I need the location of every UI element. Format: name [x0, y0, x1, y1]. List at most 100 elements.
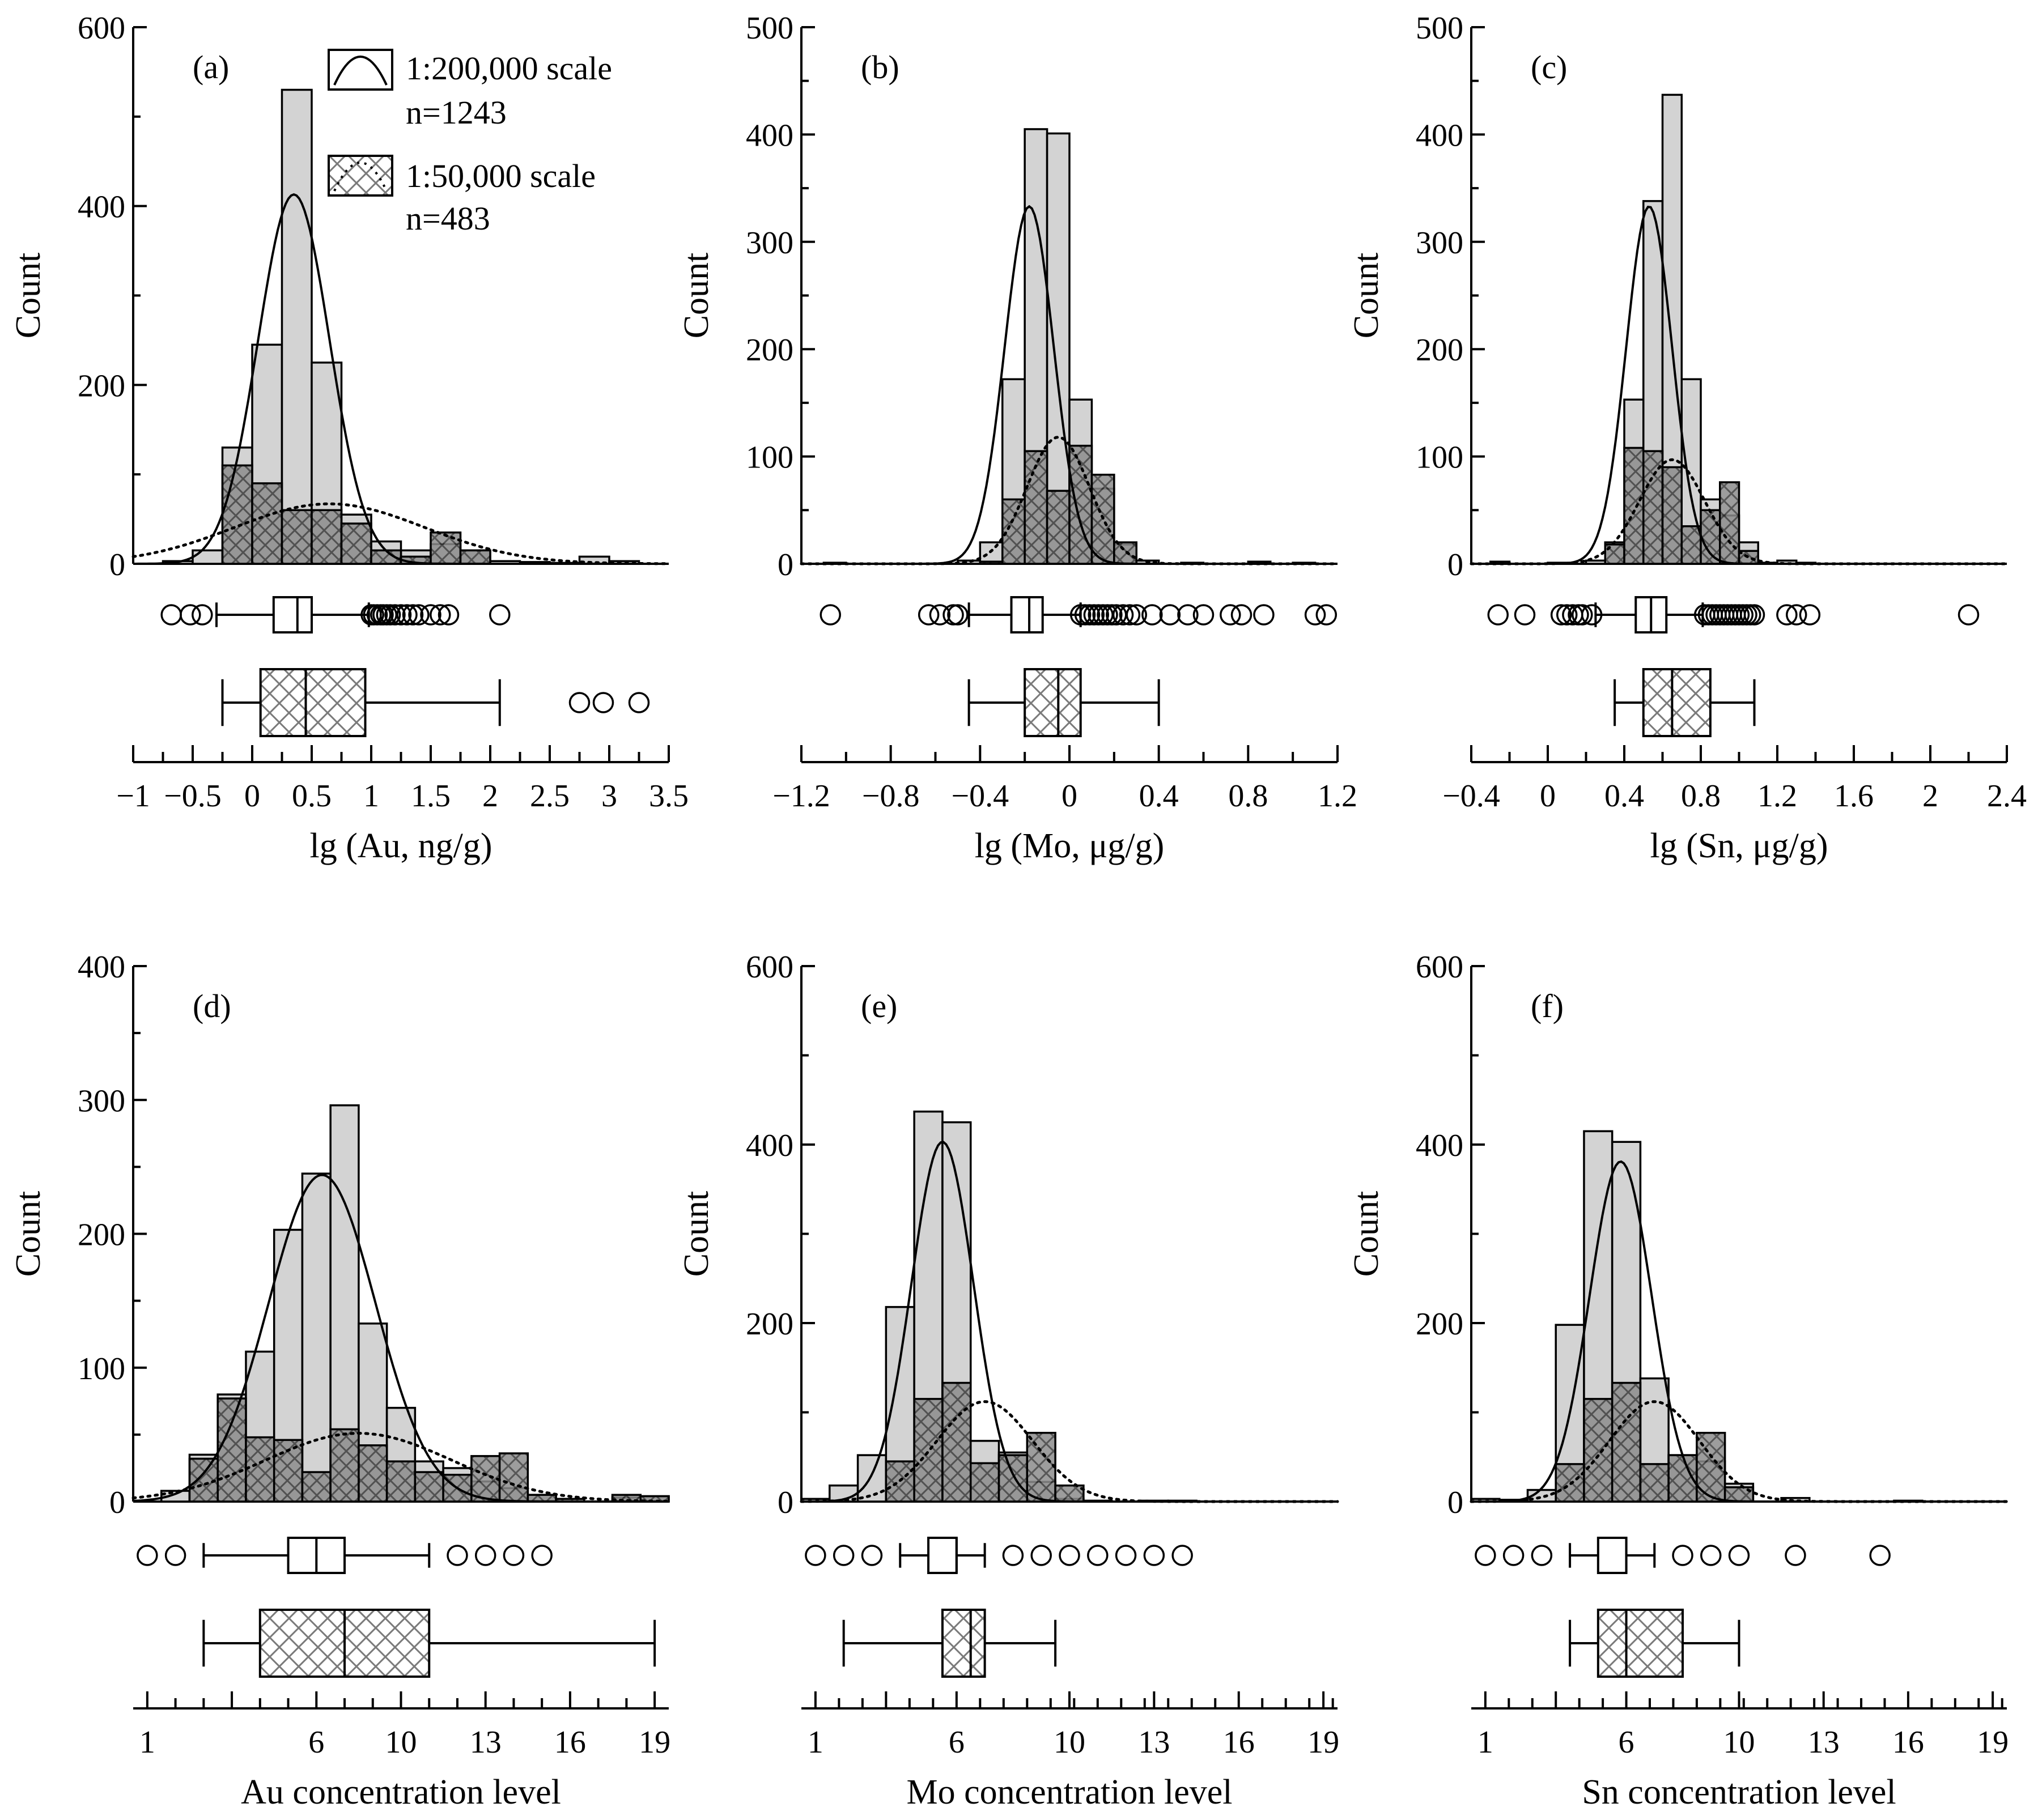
x-tick-label: 13: [1808, 1725, 1840, 1760]
fit-curve-50k: [131, 1432, 670, 1503]
y-tick-label: 300: [746, 226, 793, 261]
box-outlier: [1581, 604, 1603, 626]
box-outlier: [384, 604, 406, 626]
y-tick-label: 200: [78, 368, 125, 403]
box-outlier: [137, 1545, 158, 1566]
x-tick-label: 0: [1540, 779, 1556, 814]
y-tick-label: 200: [1416, 1307, 1463, 1342]
x-tick-label: 0.4: [1604, 779, 1644, 814]
box-outlier: [1728, 1545, 1750, 1566]
boxplot-200k: [160, 596, 511, 633]
x-tick-label: 10: [385, 1725, 417, 1760]
x-tick-label: 0.8: [1228, 779, 1268, 814]
box-outlier: [1112, 604, 1134, 626]
box-outlier: [1143, 1545, 1165, 1566]
y-axis-label: Count: [677, 253, 716, 339]
x-tick-label: 3: [601, 779, 617, 814]
x-tick-label: 6: [308, 1725, 324, 1760]
box-outlier: [1159, 604, 1181, 626]
y-tick-label: 600: [1416, 950, 1463, 985]
chart-panel-2: 0 100 200 300 400 500 Count (b) −1.2 −0.8 −0.4 0 0.4…: [677, 11, 1357, 865]
bar-50k: [498, 1452, 529, 1503]
x-tick-label: 2: [482, 779, 498, 814]
bar-50k: [969, 1462, 1000, 1503]
y-tick-label: 400: [746, 1128, 793, 1163]
bar-50k: [997, 1454, 1029, 1503]
bar-50k: [251, 482, 283, 565]
legend-n-50k: n=483: [406, 200, 490, 237]
y-tick-label: 0: [1447, 547, 1463, 582]
bar-50k: [470, 1455, 501, 1503]
fit-curve-50k: [1470, 1400, 2009, 1503]
x-tick-label: 0: [1062, 779, 1077, 814]
x-tick-label: 1: [139, 1725, 155, 1760]
bar-50k: [1611, 1381, 1642, 1503]
box-outlier: [1475, 1545, 1496, 1566]
x-tick-label: 0.5: [292, 779, 332, 814]
x-tick-label: 16: [554, 1725, 586, 1760]
y-tick-label: 0: [778, 1485, 793, 1520]
box-outlier: [1869, 1545, 1891, 1566]
boxplot-50k: [1614, 668, 1756, 737]
box-outlier: [1087, 1545, 1109, 1566]
box-outlier: [820, 604, 841, 626]
x-tick-label: 2.5: [530, 779, 570, 814]
box-outlier: [1514, 604, 1536, 626]
x-tick-label: 1: [808, 1725, 823, 1760]
legend-swatch-50k: [328, 155, 393, 197]
box-outlier: [192, 604, 213, 626]
box-outlier: [1253, 604, 1275, 626]
boxplot-50k: [967, 668, 1160, 737]
x-tick-label: 6: [949, 1725, 965, 1760]
box-outlier: [164, 1545, 186, 1566]
x-tick-label: −0.8: [862, 779, 920, 814]
y-tick-label: 100: [746, 440, 793, 475]
bar-50k: [216, 1397, 247, 1503]
box-outlier: [1785, 1545, 1806, 1566]
y-axis-label: Count: [677, 1191, 716, 1277]
box-outlier: [1030, 1545, 1052, 1566]
x-tick-label: 16: [1223, 1725, 1255, 1760]
x-tick-label: 1: [363, 779, 379, 814]
box-outlier: [531, 1545, 553, 1566]
box-outlier: [430, 604, 451, 626]
box-outlier: [1115, 1545, 1137, 1566]
box-outlier: [628, 692, 650, 713]
chart-panel-3: 0 100 200 300 400 500 Count (c) −0.4 0 0.4 0.8 1.2 1.…: [1347, 11, 2027, 865]
bar-50k: [913, 1398, 944, 1503]
y-tick-label: 300: [1416, 226, 1463, 261]
bar-200k: [281, 88, 313, 565]
x-tick-label: 1.5: [411, 779, 451, 814]
boxplot-50k: [221, 668, 650, 737]
y-tick-label: 0: [109, 547, 125, 582]
fit-curve-200k: [1471, 1160, 2007, 1503]
box-outlier: [592, 692, 614, 713]
box-outlier: [408, 604, 430, 626]
box-outlier: [1126, 604, 1147, 626]
box-outlier: [1141, 604, 1163, 626]
box-outlier: [1192, 604, 1215, 626]
box-outlier: [474, 1545, 496, 1566]
y-tick-label: 200: [1416, 333, 1463, 368]
bar-50k: [1700, 509, 1721, 565]
x-tick-label: 16: [1892, 1725, 1924, 1760]
y-tick-label: 400: [746, 118, 793, 153]
box-outlier: [489, 604, 511, 626]
x-tick-label: 1: [1477, 1725, 1493, 1760]
bar-50k: [1639, 1463, 1670, 1503]
box-iqr: [1024, 668, 1082, 737]
legend-label-200k: 1:200,000 scale: [406, 50, 612, 87]
bar-50k: [358, 1444, 388, 1503]
y-tick-label: 200: [746, 1307, 793, 1342]
y-tick-label: 300: [78, 1083, 125, 1119]
bar-50k: [329, 1428, 360, 1503]
box-outlier: [1531, 1545, 1553, 1566]
panel-label: (e): [861, 988, 897, 1024]
bar-50k: [340, 522, 372, 565]
x-tick-label: 0.4: [1139, 779, 1179, 814]
box-outlier: [918, 604, 940, 626]
bar-50k: [385, 1460, 417, 1503]
x-tick-label: 0.8: [1681, 779, 1721, 814]
